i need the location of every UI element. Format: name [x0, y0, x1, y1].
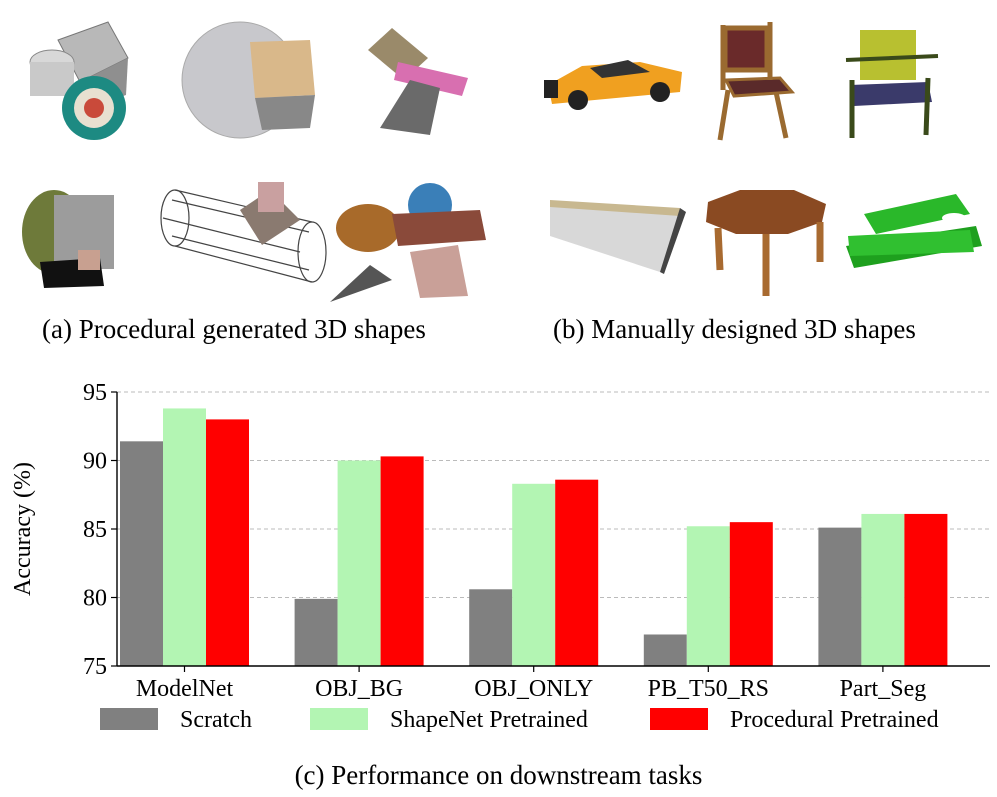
- bar: [861, 513, 905, 666]
- sphere-box-shape: [181, 21, 315, 139]
- bar: [206, 419, 249, 666]
- caption-procedural: (a) Procedural generated 3D shapes: [42, 314, 426, 344]
- caption-manual: (b) Manually designed 3D shapes: [553, 314, 916, 344]
- bar: [729, 522, 773, 666]
- bar: [294, 598, 338, 666]
- log-box-shape: [22, 190, 114, 288]
- bar: [643, 634, 687, 666]
- accuracy-bar-chart: 75 80 85 90 95 Accuracy (%) ModelNet OBJ_BG OBJ_…: [10, 380, 990, 733]
- y-tick-label: 85: [83, 517, 107, 543]
- bar: [512, 483, 556, 666]
- cage-cylinder-shape: [160, 182, 327, 283]
- legend-swatch: [100, 708, 158, 730]
- y-tick-label: 80: [83, 586, 107, 612]
- y-tick-label: 95: [83, 380, 107, 406]
- bar: [904, 513, 948, 666]
- axes: 75 80 85 90 95 Accuracy (%) ModelNet OBJ_BG OBJ_…: [10, 380, 990, 702]
- bar: [686, 526, 730, 666]
- box-drum-ball-shape: [29, 21, 129, 140]
- y-tick-label: 90: [83, 449, 107, 475]
- bar: [163, 408, 206, 666]
- legend-label: Scratch: [180, 707, 252, 733]
- wooden-chair: [717, 22, 796, 141]
- bar: [337, 460, 381, 666]
- bar: [380, 456, 424, 666]
- biplane: [846, 194, 982, 268]
- mixed-primitive-shape: [330, 183, 486, 302]
- sports-car: [544, 60, 682, 110]
- twisted-panel-shape: [368, 28, 468, 135]
- legend: Scratch ShapeNet Pretrained Procedural Pre…: [100, 707, 939, 733]
- x-tick-label: ModelNet: [136, 676, 234, 702]
- manual-shapes-panel: [544, 22, 982, 296]
- bar: [555, 479, 599, 666]
- x-tick-label: OBJ_BG: [315, 676, 403, 702]
- caption-performance: (c) Performance on downstream tasks: [294, 760, 703, 790]
- y-axis-label: Accuracy (%): [10, 462, 36, 596]
- x-tick-label: OBJ_ONLY: [474, 676, 593, 702]
- armchair: [845, 30, 939, 138]
- legend-swatch: [650, 708, 708, 730]
- legend-swatch: [310, 708, 368, 730]
- x-tick-label: PB_T50_RS: [648, 676, 769, 702]
- bars: [120, 408, 948, 666]
- x-tick-label: Part_Seg: [840, 676, 927, 702]
- bar: [120, 441, 163, 666]
- bar: [818, 527, 862, 666]
- legend-label: Procedural Pretrained: [730, 707, 939, 733]
- octagonal-table: [706, 190, 826, 296]
- bar: [469, 589, 513, 666]
- y-tick-label: 75: [83, 654, 107, 680]
- legend-label: ShapeNet Pretrained: [390, 707, 588, 733]
- bench: [550, 200, 686, 274]
- procedural-shapes-panel: [22, 21, 486, 302]
